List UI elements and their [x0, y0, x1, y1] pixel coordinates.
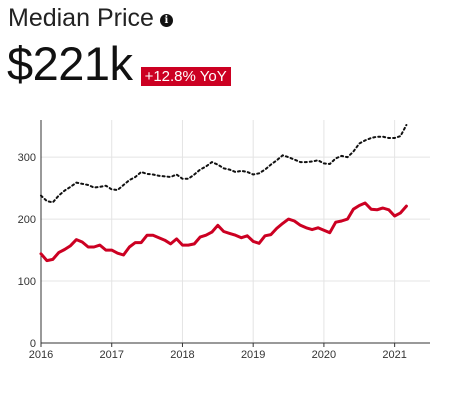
x-tick-label: 2021: [382, 349, 406, 361]
benchmark-price-line: [40, 124, 408, 204]
price-row: $221k +12.8% YoY: [7, 36, 231, 92]
x-tick-label: 2016: [29, 349, 53, 361]
page-title: Median Price: [8, 4, 154, 32]
x-tick-label: 2018: [170, 349, 194, 361]
yoy-change-badge: +12.8% YoY: [140, 67, 231, 86]
x-tick-label: 2017: [99, 349, 123, 361]
x-tick-label: 2019: [241, 349, 265, 361]
info-icon[interactable]: i: [159, 14, 173, 27]
title-row: Median Price i: [8, 4, 173, 33]
y-tick-label: 0: [30, 338, 36, 350]
y-tick-label: 300: [18, 152, 36, 164]
median-price-chart: 0 100 200 300 2016 2017 2018 2019 2020 2021: [18, 120, 430, 361]
axes: [40, 120, 430, 347]
y-tick-label: 200: [18, 214, 36, 226]
x-tick-label: 2020: [312, 349, 336, 361]
tick-labels: 0 100 200 300 2016 2017 2018 2019 2020 2021: [18, 152, 407, 361]
gridlines: [41, 120, 430, 343]
median-price-line: [39, 201, 408, 263]
median-price-value: $221k: [7, 37, 133, 90]
y-tick-label: 100: [18, 276, 36, 288]
series-layer: [39, 124, 408, 263]
